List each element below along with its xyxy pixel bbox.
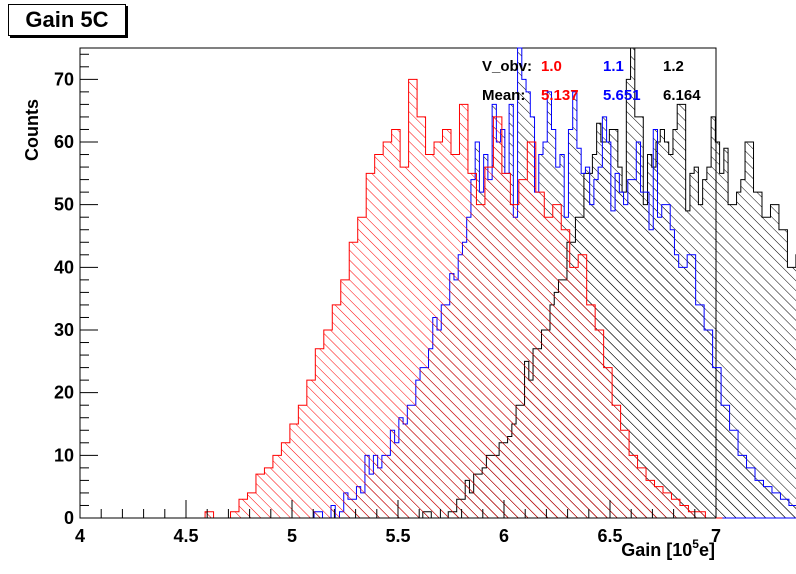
y-tick-label: 50 xyxy=(54,195,74,215)
x-tick-label: 6 xyxy=(499,526,509,546)
x-axis-title-suffix: e] xyxy=(699,540,715,560)
legend-vobv-3: 1.2 xyxy=(663,58,684,75)
x-tick-label: 4 xyxy=(75,526,85,546)
series-layer xyxy=(196,47,796,519)
x-axis-title: Gain [105e] xyxy=(621,537,715,560)
x-tick-label: 6.5 xyxy=(597,526,622,546)
legend-vobv-1: 1.0 xyxy=(541,58,562,75)
y-tick-label: 70 xyxy=(54,69,74,89)
x-tick-label: 4.5 xyxy=(173,526,198,546)
legend-header-label: V_obv: xyxy=(482,58,532,75)
legend-mean-1: 5.137 xyxy=(541,87,579,104)
legend-vobv-2: 1.1 xyxy=(603,58,624,75)
y-tick-label: 0 xyxy=(64,508,74,528)
x-tick-label: 5 xyxy=(287,526,297,546)
histogram-series-1 xyxy=(196,78,723,519)
legend: V_obv: 1.0 1.1 1.2 Mean: 5.137 5.651 6.1… xyxy=(482,58,701,104)
y-tick-label: 20 xyxy=(54,383,74,403)
x-tick-label: 5.5 xyxy=(385,526,410,546)
y-tick-label: 30 xyxy=(54,320,74,340)
x-axis-title-main: Gain [10 xyxy=(621,540,692,560)
y-tick-label: 40 xyxy=(54,257,74,277)
y-axis-title: Counts xyxy=(22,99,42,161)
x-tick-label: 7 xyxy=(711,526,721,546)
legend-mean-3: 6.164 xyxy=(663,87,701,104)
legend-mean-2: 5.651 xyxy=(603,87,641,104)
y-tick-label: 10 xyxy=(54,445,74,465)
y-tick-label: 60 xyxy=(54,132,74,152)
x-axis-title-sup: 5 xyxy=(692,537,699,551)
legend-mean-label: Mean: xyxy=(482,87,525,104)
chart-title: Gain 5C xyxy=(8,4,126,36)
